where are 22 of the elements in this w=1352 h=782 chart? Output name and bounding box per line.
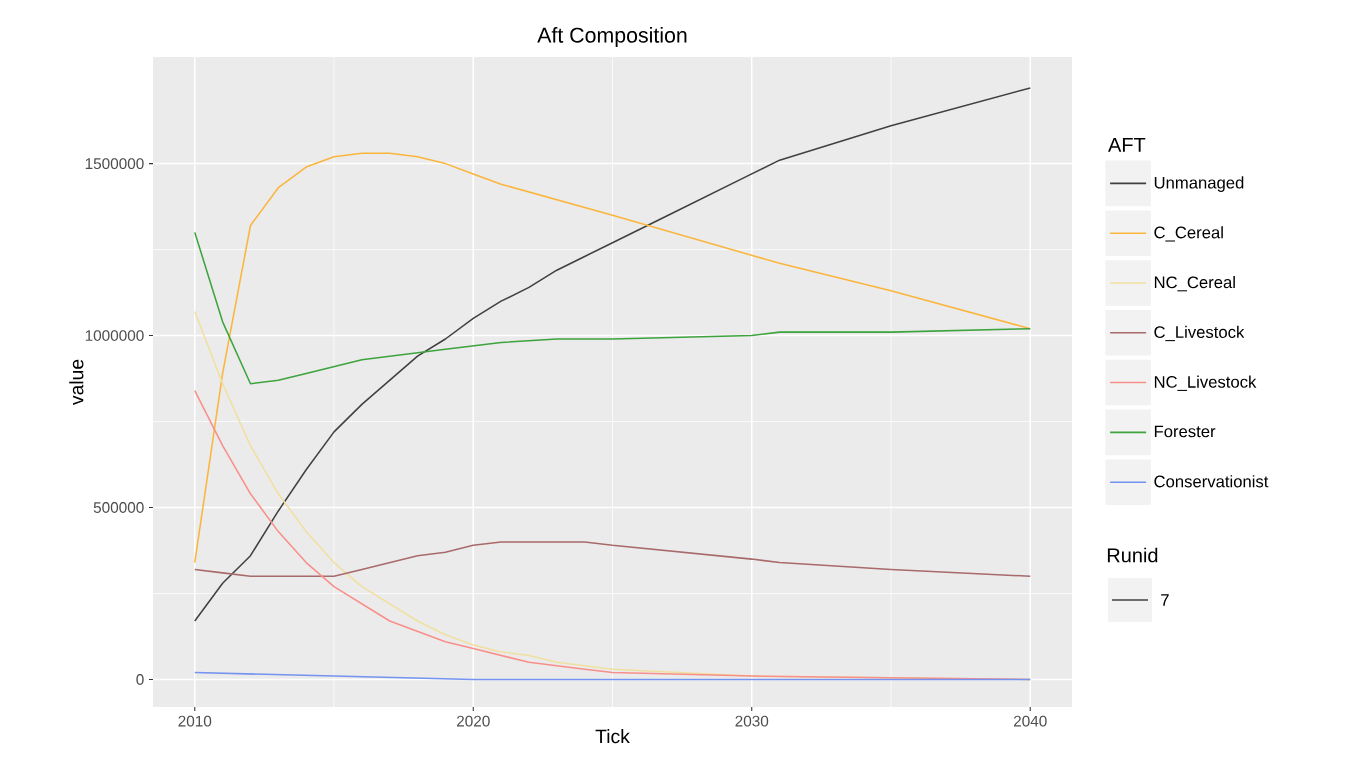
x-axis-title: Tick	[595, 729, 630, 744]
x-tick-label: 2010	[178, 715, 212, 727]
legend-label: C_Livestock	[1154, 325, 1245, 342]
legend-label: C_Cereal	[1154, 226, 1223, 242]
legend-label: Unmanaged	[1154, 176, 1244, 192]
line-series	[194, 152, 1031, 564]
y-tick-label: 500000	[93, 502, 144, 513]
x-tick-label: 2020	[456, 715, 490, 727]
y-axis-title: value	[69, 359, 84, 406]
legend-label: NC_Cereal	[1154, 275, 1235, 292]
x-tick-label: 2040	[1013, 715, 1047, 727]
legend-label: Forester	[1154, 425, 1216, 438]
y-tick-label: 0	[136, 674, 144, 685]
legend-label: Conservationist	[1154, 475, 1269, 488]
legend-title: AFT	[1108, 137, 1146, 152]
x-tick-label: 2030	[735, 715, 769, 727]
chart-title: Aft Composition	[537, 27, 687, 47]
y-tick-label: 1000000	[85, 330, 144, 341]
y-tick-label: 1500000	[85, 158, 144, 170]
legend-label: NC_Livestock	[1154, 375, 1257, 391]
text: Runid	[1107, 547, 1158, 563]
text: 7	[1161, 594, 1169, 606]
